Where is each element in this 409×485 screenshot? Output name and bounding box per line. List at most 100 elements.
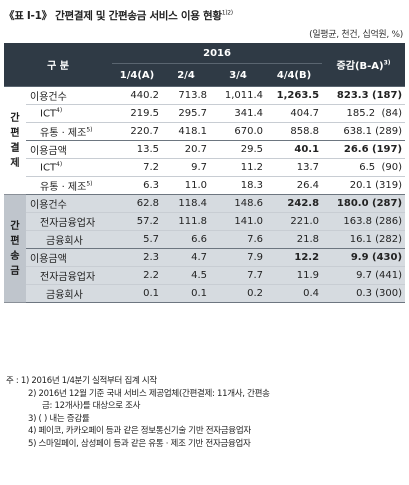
table-cell: 670.0 [210, 122, 267, 141]
table-cell: 7.9 [210, 248, 267, 267]
table-cell: 118.4 [162, 194, 211, 213]
header-year: 2016 [112, 43, 323, 64]
table-row: 유통 · 제조5) 220.7 418.1 670.0 858.8 638.1 (289) [4, 122, 406, 141]
table-cell: 6.3 [112, 176, 163, 195]
table-cell: 1,263.5 [266, 86, 323, 105]
table-cell: 440.2 [112, 86, 163, 105]
table-cell: 7.2 [112, 158, 163, 177]
table-cell: 13.5 [112, 140, 163, 159]
header-quarter-2: 2/4 [162, 63, 211, 87]
table-cell: 4.5 [162, 266, 211, 285]
table-cell: 0.4 [266, 284, 323, 303]
table-cell: 1,011.4 [210, 86, 267, 105]
header-quarter-3: 3/4 [210, 63, 267, 87]
row-label: 금융회사 [26, 230, 113, 249]
table-row: 이용금액 2.3 4.7 7.9 12.2 9.9 (430) [4, 248, 406, 267]
unit-label: (일평균, 천건, 십억원, %) [309, 30, 403, 40]
table-cell: 219.5 [112, 104, 163, 123]
row-label: 유통 · 제조5) [26, 176, 113, 195]
change-cell: 185.2 (84) [322, 104, 406, 123]
footnote: 5) 스마일페이, 삼성페이 등과 같은 유통 · 제조 기반 전자금융업자 [28, 438, 251, 449]
table-cell: 21.8 [266, 230, 323, 249]
table-cell: 0.2 [210, 284, 267, 303]
service-usage-table: 구 분 2016 증감(B-A)3) 1/4(A) 2/4 3/4 4/4(B)… [4, 43, 406, 303]
row-label: 이용건수 [26, 194, 113, 213]
table-cell: 26.4 [266, 176, 323, 195]
change-cell: 16.1 (282) [322, 230, 406, 249]
header-quarter-4: 4/4(B) [266, 63, 323, 87]
table-cell: 2.2 [112, 266, 163, 285]
footnote: 주 : 1) 2016년 1/4분기 실적부터 집계 시작 [6, 376, 157, 386]
row-label: 금융회사 [26, 284, 113, 303]
table-cell: 141.0 [210, 212, 267, 231]
table-cell: 0.1 [112, 284, 163, 303]
table-cell: 11.9 [266, 266, 323, 285]
change-cell: 9.7 (441) [322, 266, 406, 285]
row-label: ICT4) [26, 158, 113, 177]
footnotes: 주 : 1) 2016년 1/4분기 실적부터 집계 시작 2) 2016년 1… [6, 375, 270, 450]
table-row: 유통 · 제조5) 6.3 11.0 18.3 26.4 20.1 (319) [4, 176, 406, 195]
row-label: 이용금액 [26, 140, 113, 159]
change-cell: 0.3 (300) [322, 284, 406, 303]
change-cell: 163.8 (286) [322, 212, 406, 231]
table-cell: 858.8 [266, 122, 323, 141]
table-cell: 2.3 [112, 248, 163, 267]
change-cell: 9.9 (430) [322, 248, 406, 267]
change-cell: 6.5 (90) [322, 158, 406, 177]
table-title: 《표 Ⅰ-1》 간편결제 및 간편송금 서비스 이용 현황1)2) [4, 9, 233, 23]
row-label: 전자금융업자 [26, 266, 113, 285]
table-cell: 11.2 [210, 158, 267, 177]
table-cell: 341.4 [210, 104, 267, 123]
change-cell: 26.6 (197) [322, 140, 406, 159]
change-cell: 20.1 (319) [322, 176, 406, 195]
table-row: 이용금액 13.5 20.7 29.5 40.1 26.6 (197) [4, 140, 406, 159]
table-cell: 7.6 [210, 230, 267, 249]
table-cell: 5.7 [112, 230, 163, 249]
footnote: 4) 페이코, 카카오페이 등과 같은 정보통신기술 기반 전자금융업자 [28, 426, 251, 436]
row-label: 유통 · 제조5) [26, 122, 113, 141]
table-row: 전자금융업자 2.2 4.5 7.7 11.9 9.7 (441) [4, 266, 406, 285]
table-cell: 713.8 [162, 86, 211, 105]
table-cell: 6.6 [162, 230, 211, 249]
table-row: ICT4) 7.2 9.7 11.2 13.7 6.5 (90) [4, 158, 406, 177]
table-cell: 13.7 [266, 158, 323, 177]
header-change: 증감(B-A)3) [322, 43, 406, 87]
table-cell: 40.1 [266, 140, 323, 159]
table-cell: 418.1 [162, 122, 211, 141]
change-cell: 180.0 (287) [322, 194, 406, 213]
table-cell: 242.8 [266, 194, 323, 213]
table-cell: 12.2 [266, 248, 323, 267]
change-cell: 638.1 (289) [322, 122, 406, 141]
table-cell: 0.1 [162, 284, 211, 303]
table-row: 간 편 결 제 이용건수 440.2 713.8 1,011.4 1,263.5 823.3 (1… [4, 86, 406, 195]
row-label: ICT4) [26, 104, 113, 123]
table-cell: 404.7 [266, 104, 323, 123]
table-cell: 148.6 [210, 194, 267, 213]
table-cell: 57.2 [112, 212, 163, 231]
table-row: ICT4) 219.5 295.7 341.4 404.7 185.2 (84) [4, 104, 406, 123]
table-row: 간 편 송 금 이용건수 62.8 118.4 148.6 242.8 180.0 (287) [4, 194, 406, 303]
row-label: 이용금액 [26, 248, 113, 267]
header-category: 구 분 [4, 43, 113, 87]
table-cell: 7.7 [210, 266, 267, 285]
table-cell: 220.7 [112, 122, 163, 141]
table-cell: 29.5 [210, 140, 267, 159]
table-cell: 11.0 [162, 176, 211, 195]
table-row: 전자금융업자 57.2 111.8 141.0 221.0 163.8 (286) [4, 212, 406, 231]
table-cell: 295.7 [162, 104, 211, 123]
footnote: 금: 12개사)를 대상으로 조사 [42, 401, 141, 411]
change-cell: 823.3 (187) [322, 86, 406, 105]
table-cell: 4.7 [162, 248, 211, 267]
footnote: 2) 2016년 12월 기준 국내 서비스 제공업체(간편결제: 11개사, … [28, 388, 270, 399]
table-row: 금융회사 5.7 6.6 7.6 21.8 16.1 (282) [4, 230, 406, 249]
table-cell: 62.8 [112, 194, 163, 213]
table-cell: 9.7 [162, 158, 211, 177]
header-quarter-1: 1/4(A) [112, 63, 163, 87]
table-cell: 20.7 [162, 140, 211, 159]
row-label: 이용건수 [26, 86, 113, 105]
table-cell: 18.3 [210, 176, 267, 195]
table-row: 금융회사 0.1 0.1 0.2 0.4 0.3 (300) [4, 284, 406, 303]
table-cell: 111.8 [162, 212, 211, 231]
